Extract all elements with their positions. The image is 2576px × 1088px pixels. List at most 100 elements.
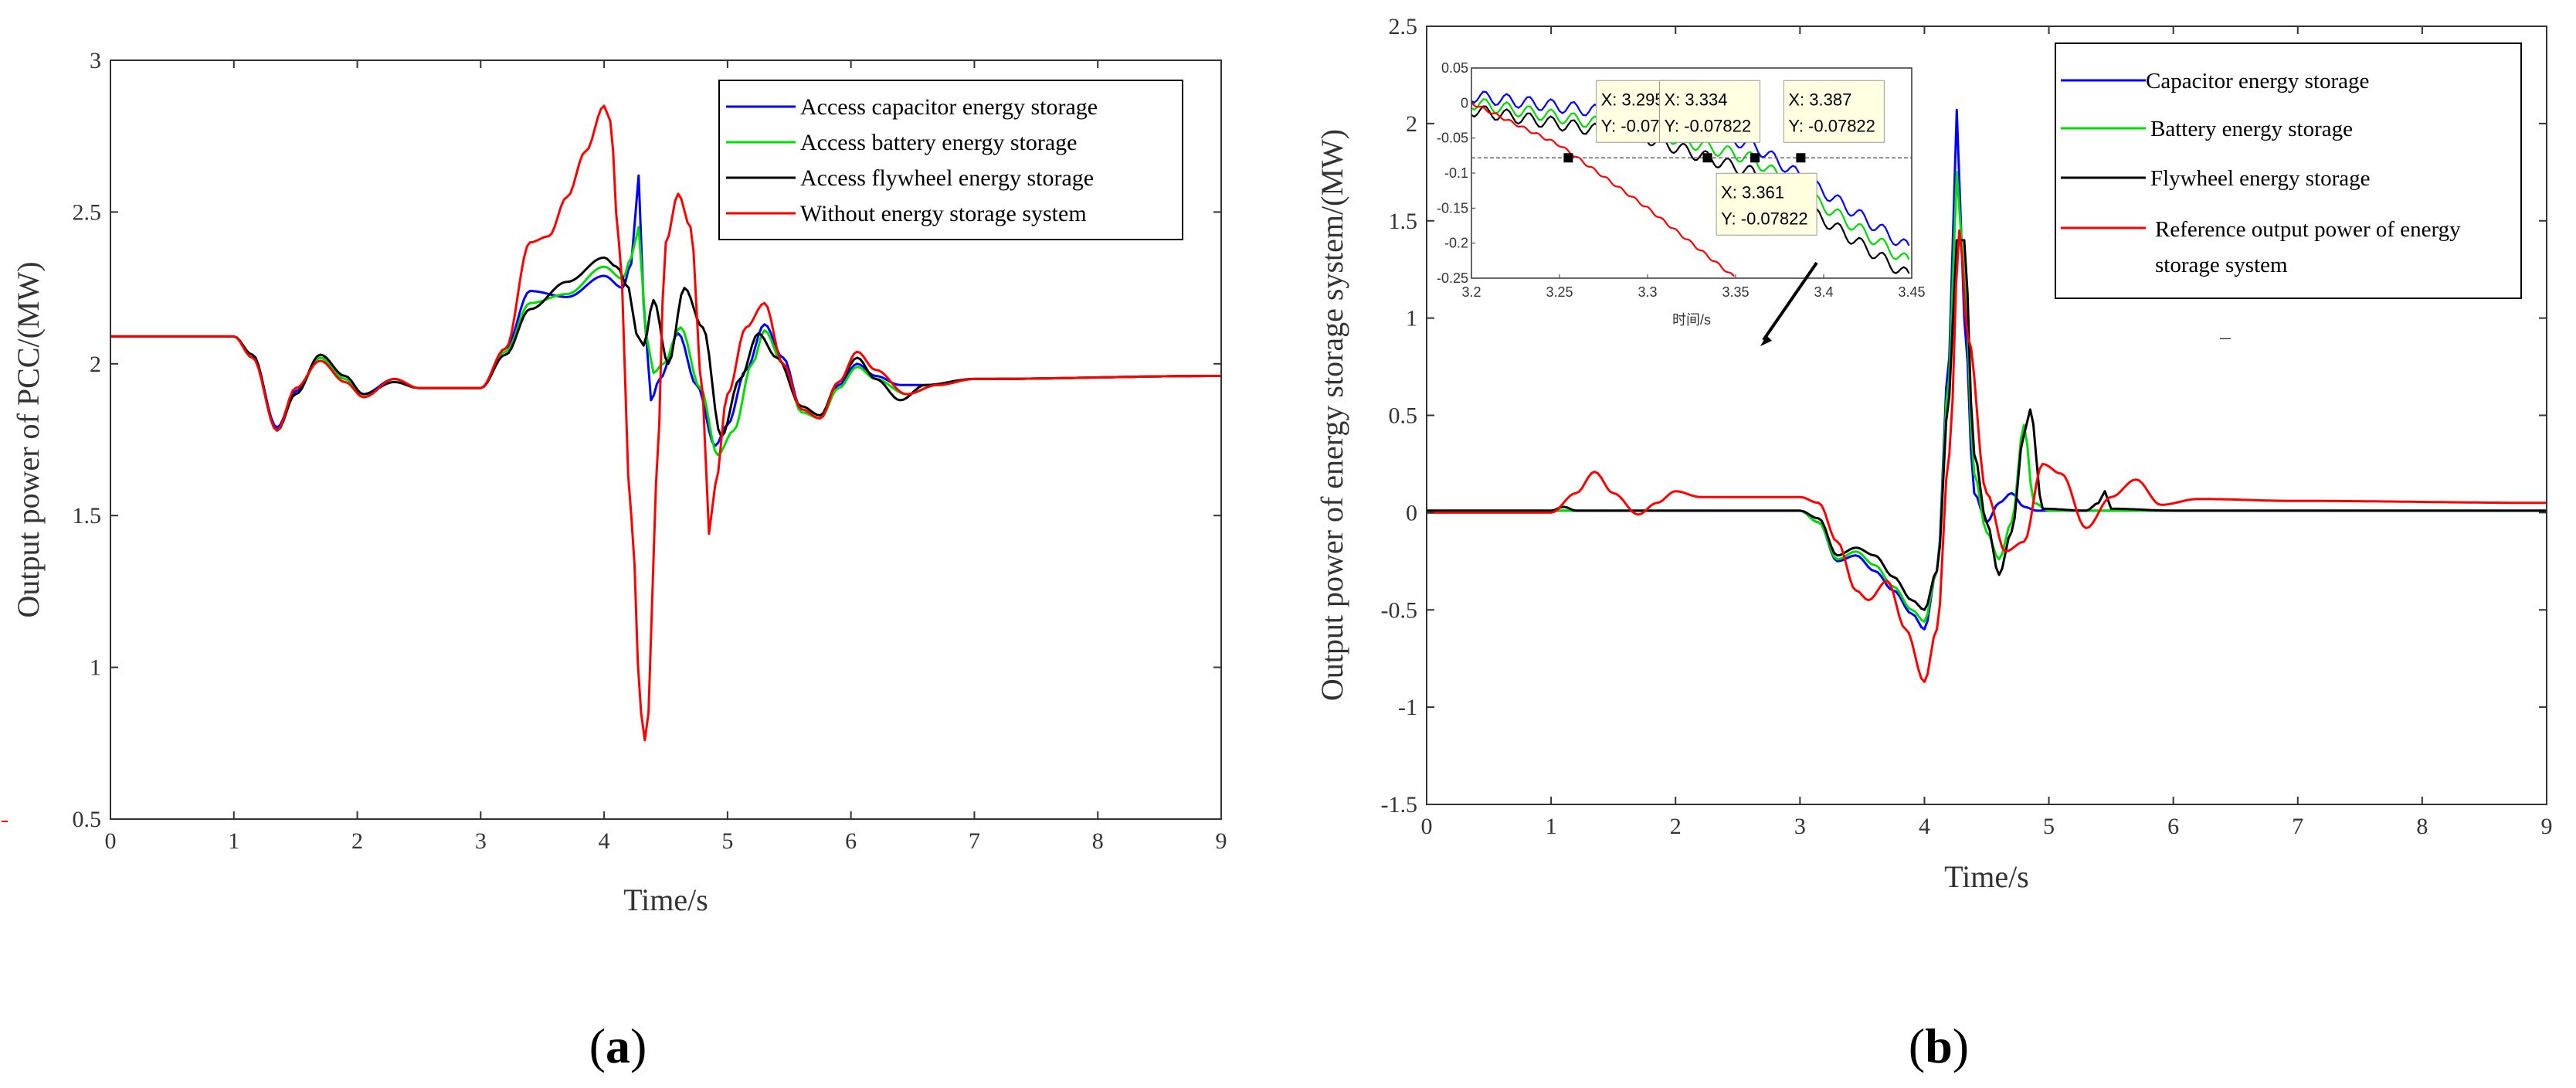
chart-b-ytick-label: 0.5 (1389, 403, 1418, 429)
chart-a-legend-capacitor: Access capacitor energy storage (800, 94, 1098, 120)
chart-b-inset-datatip-x: X: 3.387 (1788, 90, 1851, 109)
chart-b-series-line-4 (1427, 229, 2547, 683)
chart-b-legend-reference: Reference output power of energy (2155, 217, 2461, 242)
chart-b-inset-xtick-label: 3.25 (1546, 284, 1573, 300)
chart-a-legend-battery: Access battery energy storage (800, 130, 1077, 155)
chart-a-series (110, 104, 1221, 742)
chart-b-legend-box (2055, 42, 2522, 299)
chart-b-inset-ytick-label: -0.15 (1437, 200, 1468, 216)
chart-b-inset-datatip-y: Y: -0.07822 (1665, 116, 1752, 135)
chart-b-ytick-label: 2 (1406, 111, 1417, 137)
chart-b-inset-xtick-label: 3.3 (1638, 284, 1657, 300)
chart-b-legend-capacitor: Capacitor energy storage (2146, 69, 2369, 94)
chart-b-inset-datatip-box (1716, 172, 1817, 236)
chart-a-plot-frame (110, 60, 1222, 820)
chart-b-ytick-label: 2.5 (1389, 14, 1418, 39)
chart-b-ytick-label: -0.5 (1381, 597, 1418, 623)
chart-a-ytick-label: 2.5 (73, 199, 102, 225)
chart-b-xlabel: Time/s (1944, 859, 2029, 894)
chart-b-ylabel: Output power of energy storage system/(M… (1315, 129, 1349, 701)
chart-b-xtick-label: 7 (2292, 814, 2303, 839)
chart-a-xtick-label: 7 (969, 828, 980, 854)
chart-b-inset-ytick-label: -0.05 (1437, 131, 1468, 146)
chart-b-series-line-3 (1427, 239, 2547, 611)
chart-b-inset-series-line-4 (1471, 101, 1735, 277)
chart-a-xtick-label: 2 (351, 828, 363, 854)
chart-b-legend: Capacitor energy storage Battery energy … (2055, 42, 2522, 299)
chart-b-xtick-label: 3 (1794, 814, 1806, 839)
chart-b-inset-series-line-3 (1471, 105, 1910, 274)
chart-b-inset-pointer-arrow (1762, 261, 1818, 342)
chart-a-xlabel: Time/s (623, 882, 708, 917)
chart-b-inset-datatip-marker[interactable] (1796, 153, 1806, 163)
chart-b-inset-datatip-x: X: 3.361 (1721, 182, 1784, 202)
panel-label-b: (b) (1909, 1018, 1969, 1073)
chart-b-inset-pointer-arrowhead (1760, 335, 1772, 346)
chart-b-inset-datatip-marker[interactable] (1702, 153, 1712, 163)
chart-a-xtick-label: 9 (1216, 828, 1227, 854)
chart-b-ytick-label: -1.5 (1381, 792, 1418, 818)
chart-b-inset-ytick-label: 0.05 (1441, 60, 1468, 76)
chart-b-inset-ytick-label: -0.25 (1437, 270, 1468, 286)
chart-b-xtick-label: 4 (1919, 814, 1930, 839)
chart-b-inset-ytick-label: 0 (1461, 95, 1468, 110)
chart-b-legend-flywheel: Flywheel energy storage (2150, 166, 2371, 191)
chart-a-xtick-label: 6 (845, 828, 857, 854)
chart-a-xtick-label: 3 (475, 828, 487, 854)
chart-b-inset-datatip-y: Y: -0.07822 (1721, 209, 1808, 228)
chart-a-legend-box (718, 80, 1183, 240)
chart-a-legend-without: Without energy storage system (800, 201, 1087, 226)
chart-b-legend-reference-line2: storage system (2155, 253, 2288, 277)
chart-a-ytick-label: 3 (90, 48, 101, 73)
chart-b-legend-battery: Battery energy storage (2150, 117, 2353, 141)
chart-b-inset-datatip-x: X: 3.295 (1601, 90, 1665, 109)
chart-b: 0 1 2 3 4 5 6 7 8 9-1.5-1-0.500.511.522.5 Time/s … (1315, 14, 2553, 1073)
chart-b-ytick-label: -1 (1398, 695, 1417, 720)
chart-b-inset-xtick-label: 3.45 (1898, 284, 1925, 300)
chart-a-ylabel: Output power of PCC/(MW) (11, 261, 46, 617)
chart-b-xtick-label: 2 (1670, 814, 1682, 839)
chart-b-inset-datatip-marker[interactable] (1563, 153, 1573, 163)
chart-a-legend-flywheel: Access flywheel energy storage (800, 165, 1094, 191)
chart-b-inset-datatip-marker[interactable] (1750, 153, 1760, 163)
chart-b-inset-xtick-label: 3.2 (1461, 284, 1481, 300)
chart-b-xtick-label: 0 (1421, 814, 1433, 839)
chart-b-inset-ytick-label: -0.1 (1444, 165, 1468, 181)
chart-b-xtick-label: 5 (2043, 814, 2055, 839)
chart-a-xtick-label: 8 (1092, 828, 1104, 854)
chart-b-ytick-label: 1 (1406, 306, 1417, 332)
chart-b-inset-xlabel: 时间/s (1672, 312, 1711, 328)
chart-a-xtick-label: 4 (599, 828, 610, 854)
chart-b-xtick-label: 9 (2541, 814, 2553, 839)
chart-a-series-line-4 (110, 104, 1221, 742)
chart-a-xtick-label: 5 (721, 828, 733, 854)
chart-b-inset-datatip-box (1659, 80, 1761, 143)
chart-a-ytick-label: 1 (90, 655, 101, 681)
chart-b-xtick-label: 6 (2167, 814, 2179, 839)
chart-b-inset-series-line-2 (1471, 98, 1910, 260)
panel-label-a: (a) (589, 1018, 647, 1073)
chart-a-legend: Access capacitor energy storage Access b… (718, 80, 1183, 240)
chart-b-xtick-label: 1 (1546, 814, 1557, 839)
chart-a-ytick-label: 2 (90, 352, 101, 377)
chart-b-ytick-label: 1.5 (1389, 209, 1418, 234)
chart-b-inset-xtick-label: 3.35 (1722, 284, 1749, 300)
chart-b-stray-mark: – (2219, 325, 2232, 349)
chart-b-inset-datatip-box (1783, 80, 1885, 143)
chart-a-xtick-label: 0 (105, 828, 117, 854)
chart-a: 0 1 2 3 4 5 6 7 8 9 0.5 1 1.5 2 2.5 3 Time/s Output pow… (2, 48, 1227, 1073)
chart-a-series-line-3 (110, 256, 1221, 438)
chart-b-series (1427, 108, 2547, 683)
chart-a-ytick-label: 0.5 (73, 807, 102, 832)
chart-b-ytick-label: 0 (1406, 500, 1417, 525)
chart-a-ytick-label: 1.5 (73, 503, 102, 529)
chart-b-xtick-label: 8 (2416, 814, 2428, 839)
chart-b-inset-datatip-x: X: 3.334 (1665, 90, 1728, 109)
chart-b-inset-xtick-label: 3.4 (1814, 284, 1833, 300)
chart-b-inset-ytick-label: -0.2 (1444, 236, 1468, 251)
chart-a-xtick-label: 1 (228, 828, 239, 854)
chart-b-inset-datatip-y: Y: -0.07822 (1788, 116, 1875, 135)
